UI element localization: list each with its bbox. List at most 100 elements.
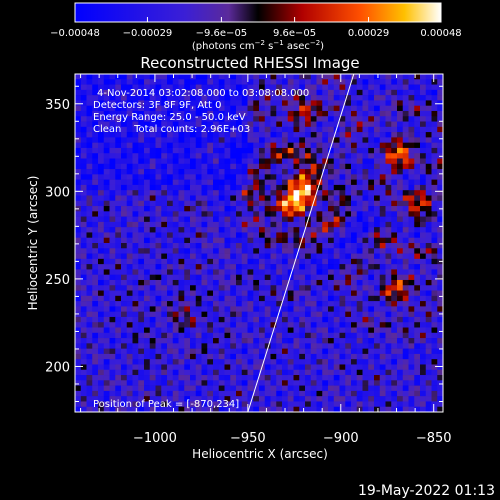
heatmap-cell [195, 163, 202, 170]
heatmap-cell [86, 343, 93, 349]
heatmap-cell [397, 232, 404, 239]
heatmap-cell [109, 258, 116, 265]
heatmap-cell [305, 169, 312, 175]
heatmap-cell [276, 406, 283, 412]
heatmap-cell [80, 195, 87, 202]
heatmap-cell [414, 327, 421, 334]
heatmap-cell [161, 221, 168, 228]
heatmap-cell [149, 237, 156, 244]
heatmap-cell [391, 110, 398, 117]
heatmap-cell [425, 269, 432, 275]
heatmap-cell [161, 216, 168, 223]
heatmap-cell [287, 137, 294, 143]
heatmap-cell [207, 232, 214, 239]
heatmap-cell [299, 179, 306, 186]
heatmap-cell [230, 253, 237, 260]
heatmap-cell [270, 316, 277, 323]
heatmap-cell [178, 401, 185, 408]
heatmap-cell [115, 79, 122, 85]
heatmap-cell [299, 121, 306, 128]
heatmap-cell [230, 343, 237, 349]
heatmap-cell [230, 385, 237, 392]
heatmap-cell [149, 153, 156, 159]
heatmap-cell [282, 116, 289, 122]
heatmap-cell [287, 243, 294, 249]
heatmap-cell [184, 243, 191, 249]
heatmap-cell [356, 327, 363, 334]
heatmap-cell [391, 206, 398, 212]
heatmap-cell [333, 206, 340, 212]
heatmap-cell [385, 322, 392, 328]
heatmap-cell [190, 211, 197, 217]
heatmap-cell [276, 359, 283, 365]
heatmap-cell [126, 322, 133, 328]
heatmap-cell [270, 105, 277, 112]
heatmap-cell [178, 163, 185, 170]
heatmap-cell [385, 343, 392, 349]
heatmap-cell [172, 110, 179, 117]
heatmap-cell [356, 290, 363, 297]
heatmap-cell [431, 353, 438, 360]
heatmap-cell [299, 396, 306, 402]
heatmap-cell [172, 221, 179, 228]
heatmap-cell [178, 232, 185, 239]
heatmap-cell [414, 385, 421, 392]
heatmap-cell [420, 132, 427, 138]
heatmap-cell [379, 153, 386, 159]
heatmap-cell [213, 169, 220, 175]
heatmap-cell [224, 253, 231, 260]
heatmap-cell [167, 100, 174, 106]
heatmap-cell [276, 184, 283, 191]
heatmap-cell [391, 258, 398, 265]
heatmap-cell [236, 74, 243, 80]
heatmap-cell [368, 338, 375, 344]
heatmap-cell [144, 158, 151, 165]
heatmap-cell [322, 142, 329, 149]
heatmap-cell [80, 153, 87, 159]
heatmap-cell [374, 89, 381, 96]
heatmap-cell [149, 338, 156, 344]
heatmap-cell [218, 153, 225, 159]
heatmap-cell [402, 147, 409, 154]
heatmap-cell [391, 232, 398, 239]
heatmap-cell [126, 153, 133, 159]
heatmap-cell [207, 121, 214, 128]
heatmap-cell [132, 147, 139, 154]
heatmap-cell [310, 132, 317, 138]
heatmap-cell [92, 132, 99, 138]
heatmap-cell [270, 385, 277, 392]
heatmap-cell [316, 216, 323, 223]
heatmap-cell [109, 216, 116, 223]
heatmap-cell [270, 348, 277, 355]
heatmap-cell [397, 169, 404, 175]
heatmap-cell [241, 369, 248, 376]
heatmap-cell [287, 195, 294, 202]
heatmap-cell [126, 327, 133, 334]
heatmap-cell [414, 89, 421, 96]
heatmap-cell [299, 216, 306, 223]
heatmap-cell [316, 269, 323, 275]
heatmap-cell [425, 279, 432, 286]
heatmap-cell [161, 74, 168, 80]
heatmap-cell [224, 390, 231, 397]
heatmap-cell [103, 369, 110, 376]
heatmap-cell [379, 253, 386, 260]
heatmap-cell [115, 369, 122, 376]
heatmap-cell [397, 348, 404, 355]
heatmap-cell [98, 100, 105, 106]
heatmap-cell [287, 169, 294, 175]
heatmap-cell [121, 306, 128, 312]
heatmap-cell [80, 274, 87, 281]
heatmap-cell [397, 390, 404, 397]
heatmap-cell [184, 84, 191, 91]
y-tick-label: 300 [45, 185, 70, 200]
heatmap-cell [86, 116, 93, 122]
heatmap-cell [184, 253, 191, 260]
heatmap-cell [247, 369, 254, 376]
heatmap-cell [362, 258, 369, 265]
heatmap-cell [86, 227, 93, 233]
heatmap-cell [80, 211, 87, 217]
heatmap-cell [287, 375, 294, 381]
heatmap-cell [190, 364, 197, 371]
heatmap-cell [86, 137, 93, 143]
